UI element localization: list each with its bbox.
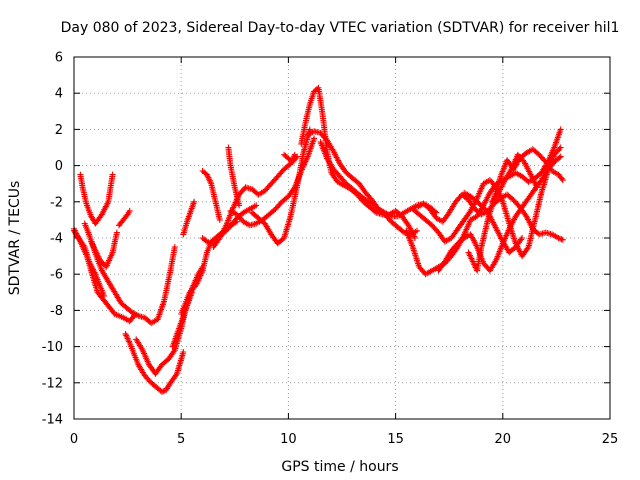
plot-frame [73, 56, 611, 420]
data-series [281, 151, 300, 165]
data-series [489, 151, 541, 205]
y-tick-label: -4 [50, 232, 63, 247]
x-tick-label: 10 [280, 432, 297, 447]
grid-lines [74, 57, 610, 419]
y-tick-label: -12 [42, 376, 63, 391]
y-tick-labels: -14 -12 -10 -8 -6 -4 -2 0 2 4 6 [42, 51, 63, 428]
y-tick-label: 2 [55, 123, 63, 138]
series-markers [180, 198, 198, 238]
series-markers [414, 191, 566, 243]
series-markers [435, 153, 564, 274]
x-tick-label: 25 [602, 432, 619, 447]
x-tick-label: 0 [70, 432, 78, 447]
data-series [435, 153, 564, 274]
data-series [210, 151, 298, 251]
y-tick-label: -14 [42, 413, 63, 428]
data-series [199, 168, 223, 223]
y-axis-label: SDTVAR / TECUs [7, 181, 23, 296]
series-markers [199, 168, 223, 223]
data-series [116, 207, 133, 229]
data-series [180, 198, 198, 238]
series-markers [225, 144, 243, 209]
chart-title: Day 080 of 2023, Sidereal Day-to-day VTE… [61, 20, 620, 36]
y-tick-label: 6 [55, 51, 63, 66]
series-markers [210, 151, 298, 251]
series-markers [249, 126, 313, 247]
series-markers [77, 171, 116, 227]
y-tick-label: -6 [50, 268, 63, 283]
data-series [304, 128, 420, 238]
data-series [81, 220, 178, 327]
series-markers [489, 151, 541, 205]
series-markers [122, 330, 187, 395]
series-markers [298, 84, 418, 241]
y-tick-label: 4 [55, 87, 63, 102]
x-tick-label: 20 [495, 432, 512, 447]
data-series [298, 84, 418, 241]
data-series [122, 330, 187, 395]
series-markers [88, 229, 120, 270]
data-series [77, 171, 116, 227]
x-tick-label: 15 [387, 432, 404, 447]
x-axis-label: GPS time / hours [281, 459, 398, 475]
data-series [249, 126, 313, 247]
plot-area [71, 84, 566, 395]
data-series [225, 144, 243, 209]
x-tick-labels: 0 5 10 15 20 25 [70, 432, 618, 447]
y-tick-label: -2 [50, 195, 63, 210]
y-tick-label: -10 [42, 340, 63, 355]
data-series [88, 229, 120, 270]
x-tick-label: 5 [177, 432, 185, 447]
y-tick-label: 0 [55, 159, 63, 174]
series-markers [116, 207, 133, 229]
series-markers [281, 151, 300, 165]
y-tick-label: -8 [50, 304, 63, 319]
